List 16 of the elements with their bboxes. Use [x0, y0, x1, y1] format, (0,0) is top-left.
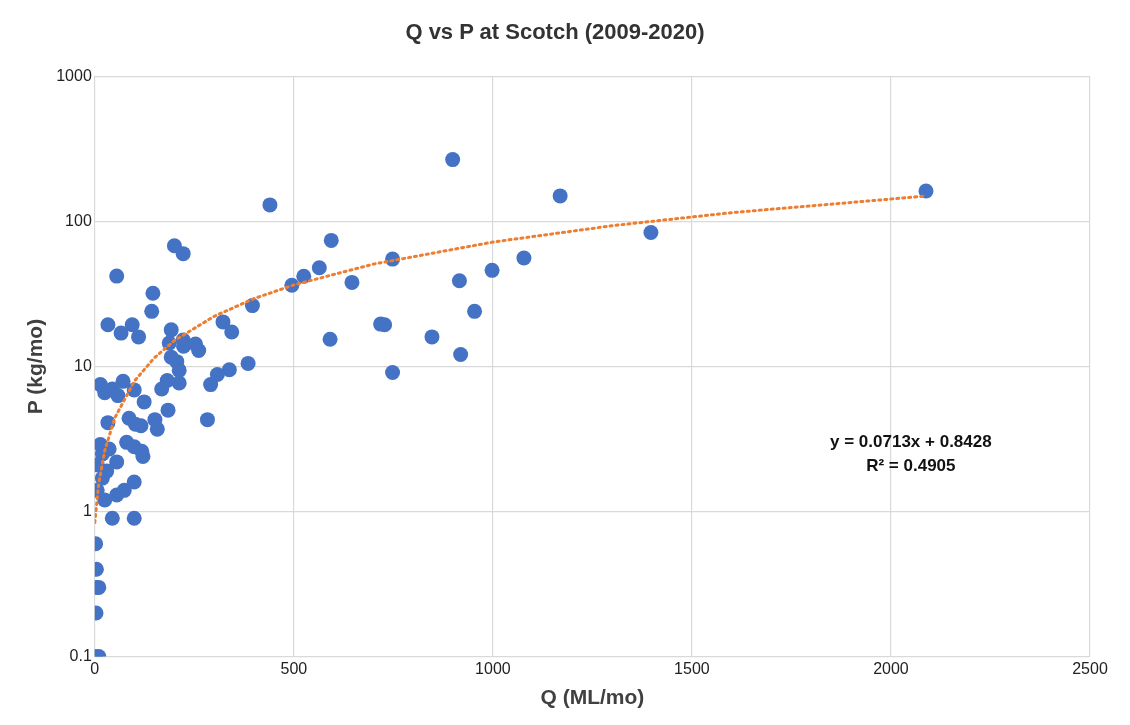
y-tick-label: 100 [65, 211, 92, 229]
y-tick-label: 1000 [56, 66, 92, 84]
x-tick-label: 2500 [1072, 659, 1108, 677]
annotation: R² = 0.4905 [866, 455, 956, 475]
x-tick-label: 2000 [873, 659, 909, 677]
y-tick-label: 0.1 [69, 647, 92, 665]
annotation: y = 0.0713x + 0.8428 [830, 431, 992, 451]
x-axis-title: Q (ML/mo) [540, 685, 645, 709]
x-tick-label: 500 [280, 659, 308, 677]
y-tick-label: 1 [82, 501, 92, 519]
y-tick-label: 10 [74, 356, 92, 374]
y-axis-title: P (kg/mo) [23, 318, 47, 415]
x-tick-label: 1500 [674, 659, 710, 677]
x-tick-label: 0 [90, 659, 100, 677]
x-tick-label: 1000 [475, 659, 511, 677]
chart-title: Q vs P at Scotch (2009-2020) [405, 19, 705, 45]
